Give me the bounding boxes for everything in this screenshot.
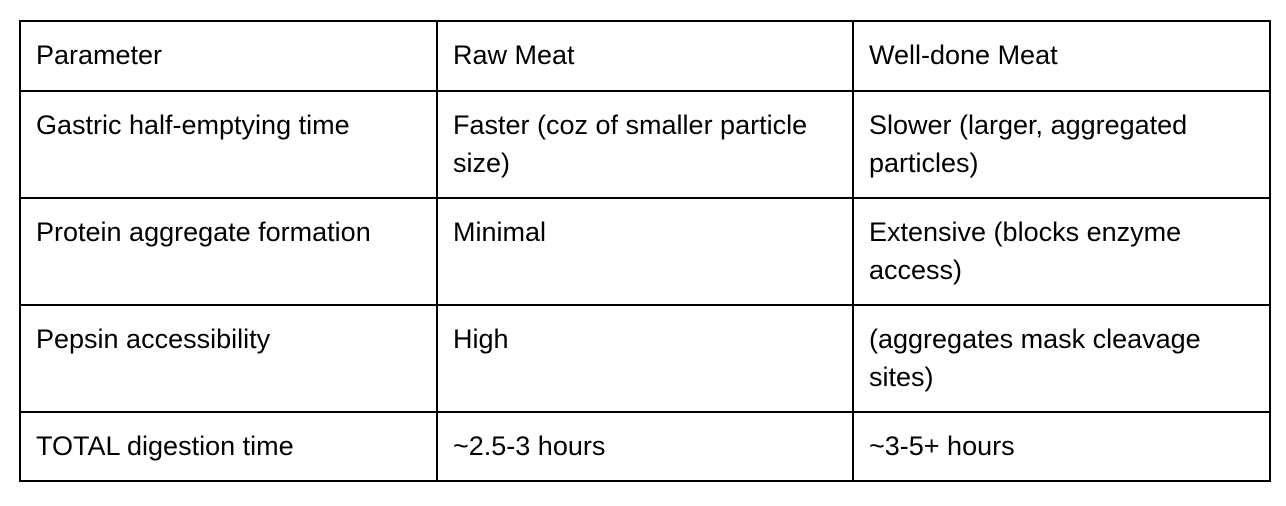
table-cell: ~3-5+ hours [852,411,1271,482]
table-cell: Protein aggregate formation [19,197,438,306]
table-row: Pepsin accessibility High (aggregates ma… [19,304,1271,413]
header-cell-raw-meat: Raw Meat [436,20,854,92]
table-cell: Minimal [436,197,854,306]
comparison-table: Parameter Raw Meat Well-done Meat Gastri… [19,20,1271,482]
table-cell: Faster (coz of smaller particle size) [436,90,854,199]
table-cell: ~2.5-3 hours [436,411,854,482]
table-row: Protein aggregate formation Minimal Exte… [19,197,1271,306]
table-cell: High [436,304,854,413]
table-cell: Pepsin accessibility [19,304,438,413]
table-cell: Gastric half-emptying time [19,90,438,199]
table-row: TOTAL digestion time ~2.5-3 hours ~3-5+ … [19,411,1271,482]
table-cell: TOTAL digestion time [19,411,438,482]
table-row: Gastric half-emptying time Faster (coz o… [19,90,1271,199]
table-cell: Extensive (blocks enzyme access) [852,197,1271,306]
header-cell-parameter: Parameter [19,20,438,92]
header-cell-well-done-meat: Well-done Meat [852,20,1271,92]
table-header-row: Parameter Raw Meat Well-done Meat [19,20,1271,92]
table-cell: Slower (larger, aggregated particles) [852,90,1271,199]
table-cell: (aggregates mask cleavage sites) [852,304,1271,413]
